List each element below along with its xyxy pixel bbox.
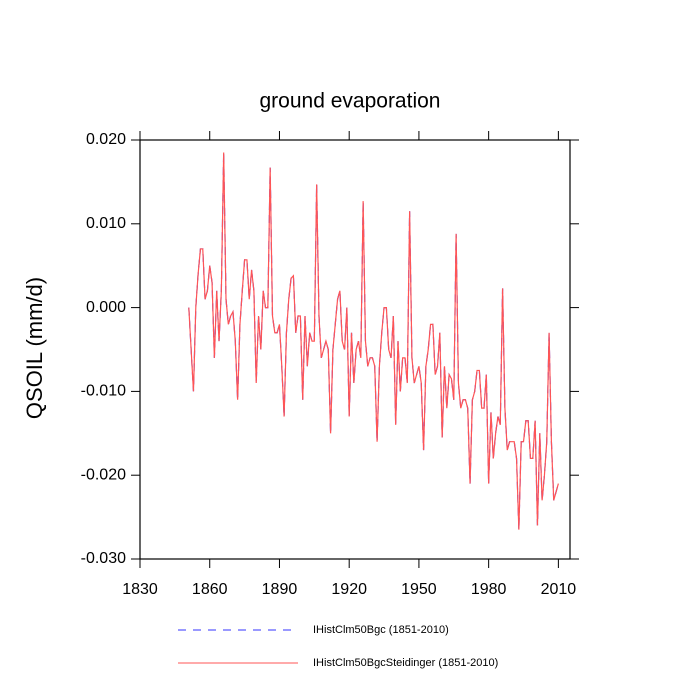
x-tick-label: 1980 [471, 581, 507, 598]
x-tick-label: 1830 [122, 581, 158, 598]
x-tick-label: 1890 [262, 581, 298, 598]
chart-title: ground evaporation [260, 90, 441, 113]
series-line [188, 152, 559, 530]
y-tick-label: -0.020 [81, 466, 126, 483]
y-tick-label: -0.030 [81, 550, 126, 567]
y-tick-label: 0.000 [86, 299, 126, 316]
plot-frame [139, 139, 571, 560]
y-tick-label: -0.010 [81, 383, 126, 400]
y-tick-label: 0.020 [86, 131, 126, 148]
x-tick-label: 1920 [331, 581, 367, 598]
y-tick-label: 0.010 [86, 215, 126, 232]
legend-label: IHistClm50BgcSteidinger (1851-2010) [313, 657, 498, 669]
x-tick-label: 1950 [401, 581, 437, 598]
y-axis-label: QSOIL (mm/d) [22, 277, 47, 419]
series-line [188, 152, 559, 530]
x-tick-label: 1860 [192, 581, 228, 598]
x-tick-label: 2010 [541, 581, 577, 598]
legend-label: IHistClm50Bgc (1851-2010) [313, 624, 449, 636]
